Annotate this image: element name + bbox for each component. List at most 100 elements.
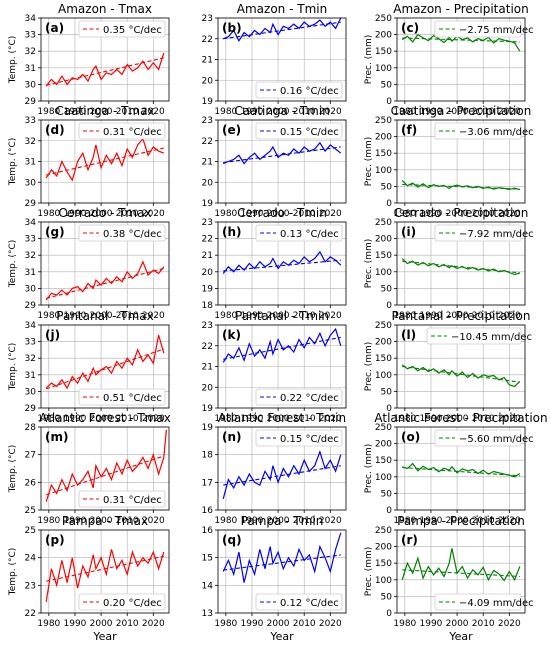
- x-tick-label: 1980: [37, 311, 60, 321]
- panel-letter: (n): [222, 430, 242, 444]
- y-tick-label: 100: [375, 576, 392, 586]
- x-tick-label: 1980: [393, 209, 416, 219]
- plot-frame: [217, 17, 347, 102]
- y-tick-label: 23: [25, 581, 36, 591]
- y-tick-label: 100: [375, 64, 392, 74]
- legend-box: [434, 122, 522, 140]
- x-tick-label: 2010: [293, 516, 316, 526]
- y-tick-label: 28: [25, 423, 37, 433]
- legend: 0.22 °C/dec: [255, 388, 343, 406]
- y-tick-label: 16: [202, 506, 214, 516]
- data-line: [222, 141, 342, 165]
- y-axis-label: Prec. (mm): [364, 547, 374, 597]
- legend-box: [78, 490, 166, 508]
- x-tick-label: 2010: [116, 414, 139, 424]
- y-tick-label: 31: [25, 64, 36, 74]
- y-tick-label: 200: [375, 133, 392, 143]
- legend: −10.45 mm/dec: [426, 327, 532, 345]
- plot-frame: [396, 426, 526, 511]
- y-tick-label: 16: [202, 526, 214, 536]
- y-tick-label: 21: [202, 251, 213, 261]
- y-tick-label: 50: [381, 387, 393, 397]
- x-tick-label: 2020: [142, 107, 165, 117]
- x-tick-label: 2010: [472, 209, 495, 219]
- y-tick-label: 250: [375, 14, 392, 24]
- legend: 0.38 °C/dec: [78, 224, 166, 242]
- y-tick-label: 200: [375, 235, 392, 245]
- x-tick-label: 1980: [37, 619, 60, 629]
- plot-frame: [217, 529, 347, 614]
- y-tick-label: 32: [25, 47, 36, 57]
- x-tick-label: 2000: [267, 619, 290, 629]
- y-axis-label: Prec. (mm): [364, 35, 374, 85]
- y-tick-label: 22: [202, 235, 213, 245]
- x-tick-label: 2000: [90, 414, 113, 424]
- x-tick-label: 2010: [116, 619, 139, 629]
- data-line: [222, 17, 342, 43]
- legend-label: −4.09 mm/dec: [459, 598, 534, 609]
- x-tick-label: 1980: [214, 516, 237, 526]
- trend-line: [223, 21, 341, 40]
- x-tick-label: 2020: [319, 311, 342, 321]
- data-line: [45, 137, 165, 182]
- trend-line: [46, 267, 164, 299]
- x-tick-label: 1990: [64, 619, 87, 629]
- data-line: [45, 549, 165, 602]
- panel-title: Atlantic Forest - Tmax: [39, 411, 171, 425]
- legend-label: 0.51 °C/dec: [103, 393, 162, 404]
- legend-box: [255, 81, 343, 99]
- trend-line: [46, 348, 164, 390]
- panel-letter: (a): [45, 21, 64, 35]
- y-tick-label: 32: [25, 251, 36, 261]
- panel-title: Caatinga - Tmax: [55, 104, 154, 118]
- x-tick-label: 2010: [116, 516, 139, 526]
- plot-frame: [40, 324, 170, 409]
- panel-title: Cerrado - Precipitation: [394, 206, 529, 220]
- legend-box: [78, 20, 166, 38]
- y-tick-label: 50: [381, 182, 393, 192]
- x-tick-label: 2000: [446, 516, 469, 526]
- x-tick-label: 2000: [267, 209, 290, 219]
- x-axis-label-col1: Year: [92, 630, 117, 643]
- legend: 0.12 °C/dec: [255, 593, 343, 611]
- x-tick-label: 2000: [267, 311, 290, 321]
- panel-letter: (c): [401, 21, 419, 35]
- y-tick-label: 22: [25, 609, 36, 619]
- x-tick-label: 2010: [293, 619, 316, 629]
- x-axis-label-col3: Year: [448, 630, 473, 643]
- x-tick-label: 1990: [241, 209, 264, 219]
- plot-frame: [396, 119, 526, 204]
- plot-frame: [40, 426, 170, 511]
- legend-box: [78, 593, 166, 611]
- y-tick-label: 27: [25, 451, 36, 461]
- legend: 0.13 °C/dec: [255, 224, 343, 242]
- legend-box: [426, 327, 522, 345]
- y-tick-label: 15: [202, 554, 213, 564]
- trend-line: [402, 183, 520, 190]
- legend-label: 0.22 °C/dec: [280, 393, 339, 404]
- y-tick-label: 250: [375, 116, 392, 126]
- y-tick-label: 20: [202, 268, 214, 278]
- trend-line: [402, 365, 520, 383]
- y-tick-label: 32: [25, 137, 36, 147]
- x-tick-label: 2000: [267, 414, 290, 424]
- legend-label: 0.15 °C/dec: [280, 127, 339, 138]
- legend: 0.31 °C/dec: [78, 490, 166, 508]
- panel-letter: (d): [45, 123, 65, 137]
- legend-box: [434, 224, 522, 242]
- y-tick-label: 24: [25, 554, 37, 564]
- x-tick-label: 1980: [393, 516, 416, 526]
- y-tick-label: 100: [375, 166, 392, 176]
- x-tick-label: 2020: [498, 311, 521, 321]
- x-tick-label: 2020: [319, 414, 342, 424]
- y-tick-label: 22: [202, 35, 213, 45]
- y-tick-label: 50: [381, 489, 393, 499]
- plot-frame: [40, 119, 170, 204]
- y-tick-label: 29: [25, 301, 37, 311]
- legend: 0.35 °C/dec: [78, 20, 166, 38]
- y-tick-label: 200: [375, 338, 392, 348]
